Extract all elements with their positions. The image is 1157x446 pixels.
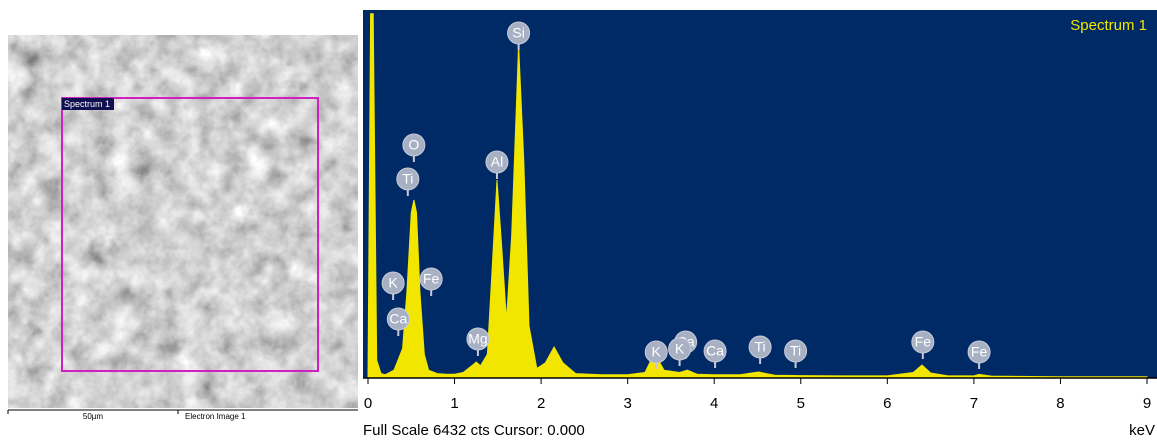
footer: Full Scale 6432 cts Cursor: 0.000 xyxy=(363,422,585,439)
annotation-label: Mg xyxy=(468,331,487,347)
x-tick-label: 4 xyxy=(710,395,718,412)
annotation-label: K xyxy=(675,341,685,357)
x-tick-label: 0 xyxy=(364,395,372,412)
annotation-label: Ti xyxy=(755,339,766,355)
screen: Spectrum 1 50µm Electron Image 1 Spectru… xyxy=(0,0,1157,441)
spectrum-chart: Spectrum 1OTiKCaFeMgAlSiKCaKCaTiTiFeFe01… xyxy=(363,10,1157,439)
x-tick-label: 1 xyxy=(450,395,458,412)
electron-image: Spectrum 1 50µm Electron Image 1 xyxy=(8,35,358,421)
annotation-label: Fe xyxy=(915,334,932,350)
x-tick-label: 9 xyxy=(1143,395,1151,412)
x-tick-label: 6 xyxy=(883,395,891,412)
annotation-label: Ca xyxy=(389,311,407,327)
scale-label: 50µm xyxy=(83,412,104,421)
annotation-label: Fe xyxy=(971,344,988,360)
x-tick-label: 7 xyxy=(970,395,978,412)
annotation-label: K xyxy=(388,275,398,291)
x-tick-label: 3 xyxy=(623,395,631,412)
annotation-label: Ti xyxy=(790,343,801,359)
plot-background xyxy=(363,10,1157,378)
annotation-label: Si xyxy=(512,25,524,41)
x-tick-label: 5 xyxy=(797,395,805,412)
annotation-label: Ca xyxy=(706,343,724,359)
annotation-label: Al xyxy=(491,154,503,170)
region-label: Spectrum 1 xyxy=(64,99,110,109)
sem-texture xyxy=(8,35,358,408)
x-tick-label: 8 xyxy=(1056,395,1064,412)
x-tick-label: 2 xyxy=(537,395,545,412)
annotation-label: Fe xyxy=(423,271,440,287)
annotation-label: K xyxy=(652,344,662,360)
image-caption: Electron Image 1 xyxy=(185,412,246,421)
annotation-label: O xyxy=(408,137,419,153)
annotation-label: Ti xyxy=(402,171,413,187)
x-axis-label: keV xyxy=(1129,422,1155,439)
chart-title: Spectrum 1 xyxy=(1070,17,1147,34)
